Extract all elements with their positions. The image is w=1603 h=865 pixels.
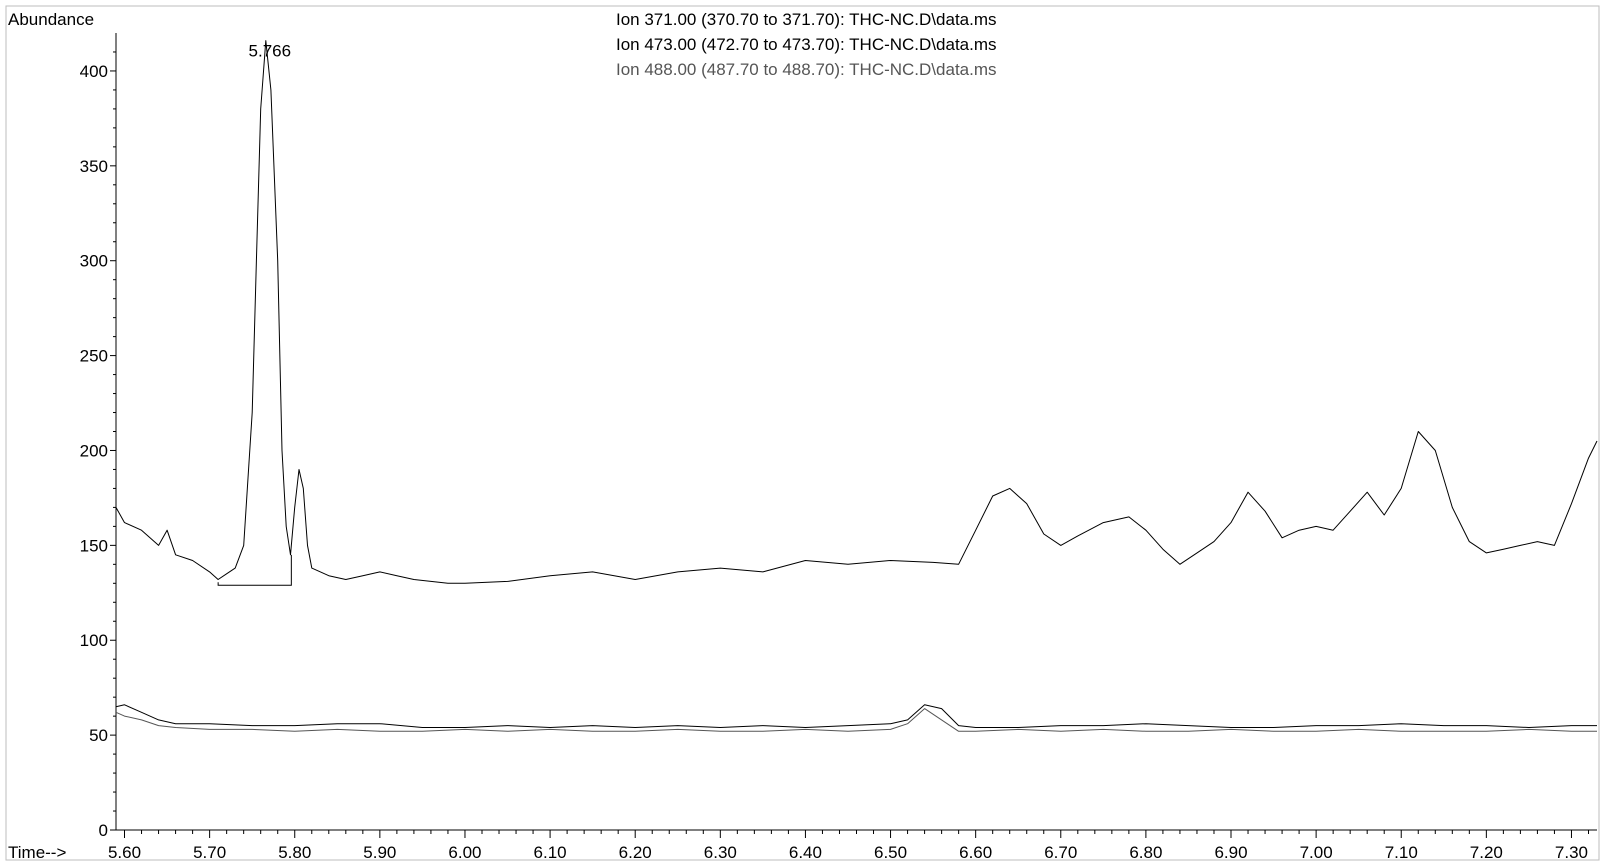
y-tick-label: 300 (80, 252, 108, 271)
x-tick-label: 5.70 (193, 843, 226, 862)
x-tick-label: 6.40 (789, 843, 822, 862)
x-tick-label: 6.20 (619, 843, 652, 862)
legend-entry-3: Ion 488.00 (487.70 to 488.70): THC-NC.D\… (616, 60, 997, 79)
y-axis-label: Abundance (8, 10, 94, 29)
y-ticks: 0 50 100 150 200 250 300 350 400 (80, 51, 116, 840)
x-tick-label: 7.30 (1555, 843, 1588, 862)
x-tick-label: 6.60 (959, 843, 992, 862)
peak-label: 5.766 (249, 42, 292, 61)
series-line-1 (115, 40, 1598, 584)
x-tick-label: 5.90 (363, 843, 396, 862)
y-tick-label: 150 (80, 536, 108, 555)
x-tick-label: 7.00 (1300, 843, 1333, 862)
series-layer (115, 40, 1598, 732)
plot-frame (5, 5, 1600, 861)
series-line-3 (115, 708, 1597, 732)
y-tick-label: 350 (80, 157, 108, 176)
x-tick-label: 7.10 (1385, 843, 1418, 862)
y-tick-label: 0 (99, 821, 108, 840)
x-tick-label: 7.20 (1470, 843, 1503, 862)
x-axis-label: Time--> (8, 843, 66, 862)
y-tick-label: 400 (80, 62, 108, 81)
x-tick-label: 5.80 (278, 843, 311, 862)
y-tick-label: 100 (80, 631, 108, 650)
series-line-2 (115, 704, 1597, 728)
peak-baseline (217, 554, 292, 586)
x-tick-label: 6.80 (1129, 843, 1162, 862)
legend: Ion 371.00 (370.70 to 371.70): THC-NC.D\… (616, 10, 997, 79)
x-tick-label: 6.50 (874, 843, 907, 862)
x-tick-label: 6.10 (534, 843, 567, 862)
legend-entry-1: Ion 371.00 (370.70 to 371.70): THC-NC.D\… (616, 10, 997, 29)
x-tick-label: 5.60 (108, 843, 141, 862)
x-tick-label: 6.00 (448, 843, 481, 862)
legend-entry-2: Ion 473.00 (472.70 to 473.70): THC-NC.D\… (616, 35, 997, 54)
y-tick-label: 50 (89, 726, 108, 745)
x-ticks: 5.60 5.70 5.80 5.90 6.00 6.10 6.20 6.30 6.40 6.50… (108, 830, 1589, 862)
x-tick-label: 6.30 (704, 843, 737, 862)
x-tick-label: 6.90 (1214, 843, 1247, 862)
y-tick-label: 200 (80, 441, 108, 460)
y-tick-label: 250 (80, 347, 108, 366)
x-tick-label: 6.70 (1044, 843, 1077, 862)
